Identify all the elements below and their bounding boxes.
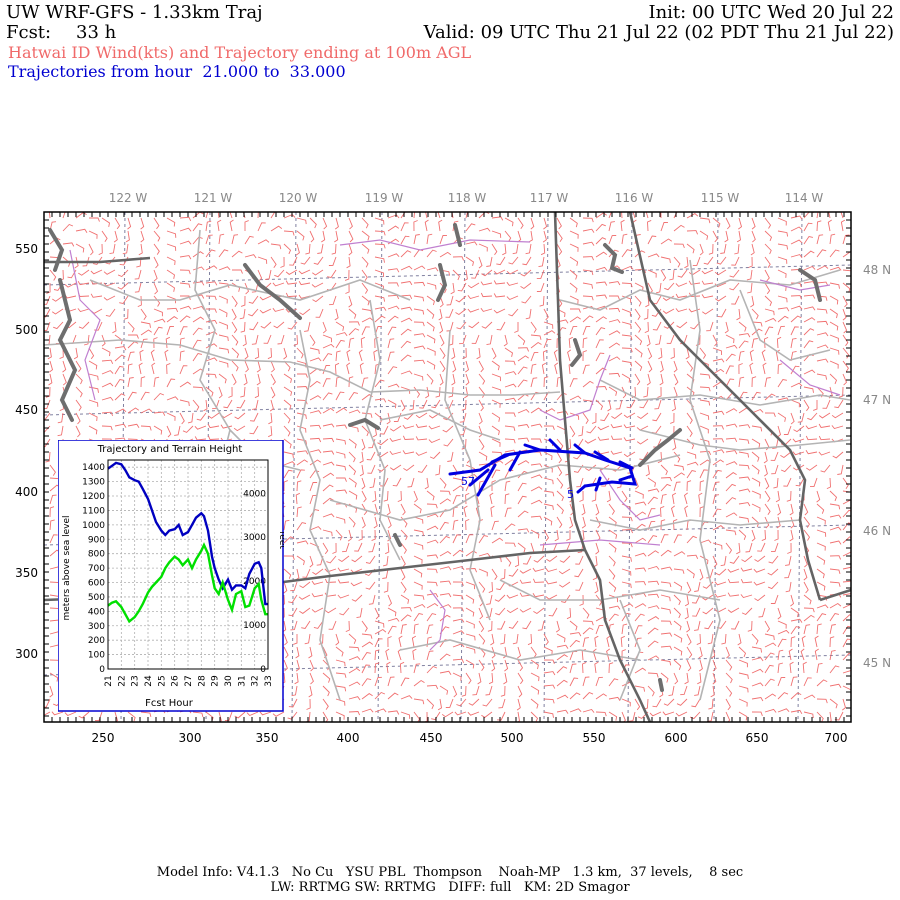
inset-y-tick: 400 <box>88 607 105 617</box>
map-frame <box>43 211 852 723</box>
longitude-label: 119 W <box>365 191 404 205</box>
inset-x-ticks: 21 22 23 24 25 26 27 28 29 30 31 32 33 <box>104 675 274 687</box>
valid-time: Valid: 09 UTC Thu 21 Jul 22 (02 PDT Thu … <box>423 22 894 43</box>
inset-x-tick: 26 <box>171 675 181 687</box>
x-tick-label: 450 <box>420 731 443 745</box>
trajectory-marker: 57 <box>461 475 475 488</box>
inset-y-tick: 800 <box>88 550 105 560</box>
inset-y2-tick: 0 <box>260 665 266 675</box>
y-axis-ticks: 550 500 450 400 350 300 <box>15 242 38 661</box>
latitude-label: 45 N <box>863 656 891 670</box>
inset-y-tick: 900 <box>88 535 105 545</box>
inset-y2-tick: 4000 <box>243 489 266 499</box>
y-tick-label: 450 <box>15 403 38 417</box>
inset-y2-tick: 3000 <box>243 533 266 543</box>
inset-y-tick: 100 <box>88 651 105 661</box>
inset-y-tick: 700 <box>88 564 105 574</box>
inset-y-tick: 1000 <box>82 521 105 531</box>
longitude-label: 117 W <box>530 191 569 205</box>
inset-right-ticks: 4000 3000 2000 1000 0 <box>243 489 266 675</box>
inset-series <box>107 461 268 624</box>
inset-y-tick: 1100 <box>82 506 105 516</box>
y-tick-label: 500 <box>15 323 38 337</box>
inset-x-tick: 23 <box>131 675 141 686</box>
physics-info: LW: RRTMG SW: RRTMG DIFF: full KM: 2D Sm… <box>270 880 630 895</box>
x-tick-label: 300 <box>179 731 202 745</box>
inset-left-ticks: 1400130012001100100090080070060050040030… <box>82 463 105 675</box>
inset-y2-tick: 1000 <box>243 621 266 631</box>
longitude-labels: 122 W 121 W 120 W 119 W 118 W 117 W 116 W 115 W… <box>109 191 824 205</box>
forecast-hours: 33 h <box>76 22 117 43</box>
y-tick-label: 550 <box>15 242 38 256</box>
inset-x-tick: 24 <box>144 675 154 687</box>
trajectory-marker: 5 <box>567 488 574 501</box>
x-tick-label: 500 <box>501 731 524 745</box>
longitude-label: 122 W <box>109 191 148 205</box>
x-tick-label: 400 <box>337 731 360 745</box>
longitude-label: 114 W <box>785 191 824 205</box>
inset-x-tick: 27 <box>184 675 194 686</box>
inset-x-tick: 25 <box>157 675 167 686</box>
inset-x-tick: 22 <box>117 675 127 686</box>
model-info: Model Info: V4.1.3 No Cu YSU PBL Thompso… <box>156 865 744 880</box>
inset-x-tick: 21 <box>104 675 114 686</box>
map-title: UW WRF-GFS - 1.33km Traj <box>6 2 263 23</box>
inset-y-label: meters above sea level <box>62 515 72 620</box>
init-time: Init: 00 UTC Wed 20 Jul 22 <box>648 2 894 23</box>
inset-x-label: Fcst Hour <box>145 698 194 709</box>
inset-x-tick: 33 <box>264 675 274 686</box>
inset-y-tick: 1200 <box>82 492 105 502</box>
x-tick-label: 600 <box>665 731 688 745</box>
y-tick-label: 300 <box>15 647 38 661</box>
x-tick-label: 650 <box>746 731 769 745</box>
inset-y-tick: 300 <box>88 622 105 632</box>
inset-chart: Trajectory and Terrain Height meters abo… <box>58 440 284 712</box>
inset-x-tick: 30 <box>224 675 234 687</box>
inset-y-tick: 600 <box>88 579 105 589</box>
trajectory-path <box>448 438 638 497</box>
county-borders <box>44 229 851 701</box>
inset-frame <box>58 440 284 712</box>
trajectory-height-line <box>107 461 268 606</box>
y-tick-label: 400 <box>15 485 38 499</box>
inset-y2-tick: 2000 <box>243 577 266 587</box>
x-tick-label: 350 <box>256 731 279 745</box>
inset-y-tick: 500 <box>88 593 105 603</box>
rivers <box>69 239 841 651</box>
inset-x-tick: 31 <box>237 675 247 686</box>
lakes-and-coast <box>48 223 822 692</box>
longitude-label: 118 W <box>448 191 487 205</box>
inset-x-tick: 32 <box>251 675 261 686</box>
inset-y-tick: 1300 <box>82 478 105 488</box>
latitude-label: 47 N <box>863 393 891 407</box>
x-tick-label: 550 <box>583 731 606 745</box>
inset-y-tick: 1400 <box>82 463 105 473</box>
inset-y-tick: 0 <box>99 665 105 675</box>
longitude-label: 121 W <box>194 191 233 205</box>
latitude-label: 48 N <box>863 263 891 277</box>
terrain-height-line <box>107 542 268 624</box>
y-tick-label: 350 <box>15 566 38 580</box>
x-tick-label: 250 <box>92 731 115 745</box>
inset-x-tick: 28 <box>197 675 207 687</box>
longitude-label: 115 W <box>701 191 740 205</box>
inset-plot-frame <box>107 459 269 670</box>
longitude-label: 120 W <box>279 191 318 205</box>
inset-y-tick: 200 <box>88 636 105 646</box>
latitude-labels: 48 N 47 N 46 N 45 N <box>863 263 891 670</box>
forecast-label: Fcst: <box>6 22 52 43</box>
frame-ticks <box>43 211 851 722</box>
inset-x-tick: 29 <box>211 675 221 687</box>
latitude-label: 46 N <box>863 524 891 538</box>
inset-title: Trajectory and Terrain Height <box>97 444 243 455</box>
trajectory-range: Trajectories from hour 21.000 to 33.000 <box>8 62 346 81</box>
x-axis-ticks: 250 300 350 400 450 500 550 600 650 700 <box>92 731 848 745</box>
longitude-label: 116 W <box>615 191 654 205</box>
inset-y2-label: feet <box>277 531 284 549</box>
plot-subtitle: Hatwai ID Wind(kts) and Trajectory endin… <box>8 43 472 62</box>
x-tick-label: 700 <box>825 731 848 745</box>
